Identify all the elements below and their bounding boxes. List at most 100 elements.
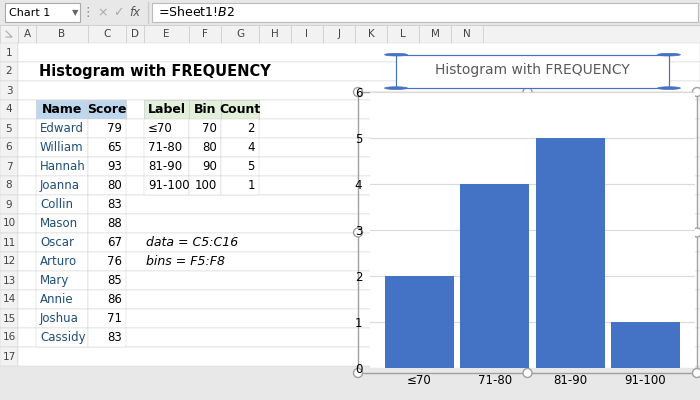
Text: A: A: [23, 29, 31, 39]
Circle shape: [657, 87, 680, 90]
Text: 4: 4: [248, 141, 255, 154]
Text: 6: 6: [6, 142, 13, 152]
Bar: [88, 233, 126, 252]
Bar: [355, 25, 387, 43]
Bar: [259, 25, 291, 43]
Bar: [18, 195, 700, 214]
Bar: [0, 25, 700, 43]
Bar: [0, 309, 18, 328]
Text: 4: 4: [6, 104, 13, 114]
Text: bins = F5:F8: bins = F5:F8: [146, 255, 225, 268]
Text: 10: 10: [2, 218, 15, 228]
Text: Arturo: Arturo: [40, 255, 77, 268]
Text: =Sheet1!$B$2: =Sheet1!$B$2: [158, 6, 235, 20]
Bar: [36, 309, 88, 328]
Bar: [0, 100, 18, 119]
Text: 65: 65: [107, 141, 122, 154]
Bar: [189, 138, 221, 157]
Bar: [536, 138, 605, 368]
Bar: [36, 271, 88, 290]
Circle shape: [657, 53, 680, 56]
Text: 3: 3: [6, 86, 13, 96]
Text: Collin: Collin: [40, 198, 73, 211]
Bar: [88, 271, 126, 290]
Text: ≤70: ≤70: [148, 122, 173, 135]
Text: 85: 85: [107, 274, 122, 287]
Text: 1: 1: [248, 179, 255, 192]
Bar: [18, 347, 700, 366]
Bar: [221, 25, 259, 43]
Text: Joshua: Joshua: [40, 312, 79, 325]
Bar: [18, 328, 700, 347]
Bar: [88, 157, 126, 176]
Bar: [323, 25, 355, 43]
Bar: [18, 119, 700, 138]
FancyBboxPatch shape: [396, 55, 669, 88]
Bar: [18, 233, 700, 252]
Bar: [36, 100, 88, 119]
Bar: [18, 62, 700, 81]
Circle shape: [354, 88, 363, 96]
Text: 71: 71: [107, 312, 122, 325]
Text: William: William: [40, 141, 83, 154]
Bar: [18, 138, 700, 157]
Bar: [36, 252, 88, 271]
Text: 88: 88: [107, 217, 122, 230]
Bar: [152, 3, 698, 22]
Text: Score: Score: [88, 103, 127, 116]
Text: 16: 16: [2, 332, 15, 342]
Bar: [291, 25, 323, 43]
Text: 100: 100: [195, 179, 217, 192]
Circle shape: [692, 368, 700, 378]
Text: Label: Label: [148, 103, 186, 116]
Text: C: C: [104, 29, 111, 39]
Text: Mary: Mary: [40, 274, 69, 287]
Bar: [88, 176, 126, 195]
Text: Oscar: Oscar: [40, 236, 74, 249]
Bar: [88, 138, 126, 157]
Bar: [0, 214, 18, 233]
Text: 7: 7: [6, 162, 13, 172]
Text: 80: 80: [107, 179, 122, 192]
Bar: [144, 25, 189, 43]
Text: 80: 80: [202, 141, 217, 154]
Text: ×: ×: [98, 6, 108, 19]
Bar: [144, 100, 189, 119]
Text: 79: 79: [107, 122, 122, 135]
Bar: [358, 92, 697, 373]
Text: 17: 17: [2, 352, 15, 362]
Bar: [0, 233, 18, 252]
Bar: [36, 176, 88, 195]
Bar: [0, 328, 18, 347]
Bar: [611, 322, 680, 368]
Text: ✓: ✓: [113, 6, 123, 19]
Bar: [126, 25, 144, 43]
Bar: [144, 138, 189, 157]
Bar: [189, 100, 221, 119]
Bar: [36, 25, 88, 43]
Text: L: L: [400, 29, 406, 39]
Text: E: E: [163, 29, 169, 39]
Bar: [36, 138, 88, 157]
Text: Edward: Edward: [40, 122, 84, 135]
Bar: [0, 195, 18, 214]
Bar: [18, 290, 700, 309]
Bar: [189, 119, 221, 138]
Bar: [0, 25, 18, 43]
Bar: [88, 25, 126, 43]
Text: 12: 12: [2, 256, 15, 266]
Text: 15: 15: [2, 314, 15, 324]
Bar: [36, 195, 88, 214]
Text: 14: 14: [2, 294, 15, 304]
Bar: [0, 157, 18, 176]
Text: 83: 83: [107, 331, 122, 344]
Text: fx: fx: [130, 6, 141, 19]
Bar: [189, 176, 221, 195]
Text: data = C5:C16: data = C5:C16: [146, 236, 238, 249]
Text: 2: 2: [248, 122, 255, 135]
Text: Name: Name: [42, 103, 82, 116]
Text: 70: 70: [202, 122, 217, 135]
Bar: [36, 119, 88, 138]
Text: 1: 1: [6, 48, 13, 58]
Circle shape: [354, 368, 363, 378]
